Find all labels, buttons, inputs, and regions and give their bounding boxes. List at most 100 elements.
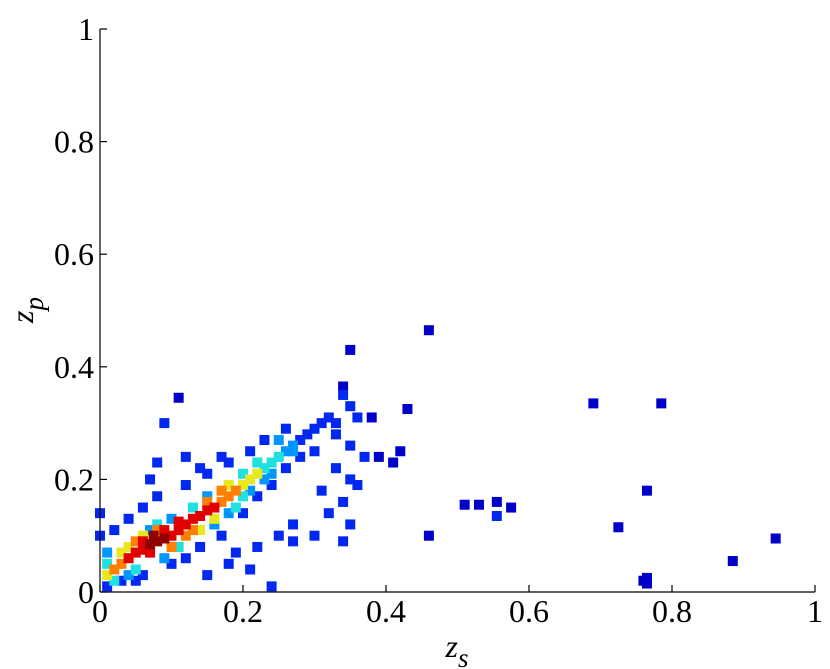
point: [338, 389, 349, 400]
point: [109, 575, 120, 586]
x-tick-label: 0.2: [223, 593, 263, 629]
point: [187, 513, 198, 524]
x-tick-label: 0.8: [652, 593, 692, 629]
point: [266, 457, 277, 468]
point: [252, 457, 263, 468]
x-label-sub: s: [458, 643, 469, 669]
point: [423, 325, 434, 336]
point: [491, 496, 502, 507]
point: [173, 392, 184, 403]
point: [145, 539, 156, 550]
point: [116, 558, 127, 569]
point: [180, 480, 191, 491]
point: [223, 508, 234, 519]
point: [309, 530, 320, 541]
point: [102, 570, 113, 581]
point: [330, 463, 341, 474]
point: [345, 440, 356, 451]
point: [280, 446, 291, 457]
point: [180, 519, 191, 530]
y-tick-label: 0.4: [54, 349, 94, 385]
point: [137, 570, 148, 581]
x-tick-label: 0: [92, 593, 108, 629]
point: [770, 533, 781, 544]
point: [288, 519, 299, 530]
point: [216, 485, 227, 496]
point: [173, 516, 184, 527]
point: [259, 474, 270, 485]
point: [216, 451, 227, 462]
point: [109, 525, 120, 536]
point: [230, 502, 241, 513]
point: [302, 429, 313, 440]
point: [613, 522, 624, 533]
y-tick-label: 0.6: [54, 236, 94, 272]
point: [252, 541, 263, 552]
point: [123, 513, 134, 524]
point: [202, 505, 213, 516]
point: [338, 496, 349, 507]
point: [166, 530, 177, 541]
point: [187, 525, 198, 536]
point: [252, 491, 263, 502]
point: [180, 451, 191, 462]
y-tick-label: 1: [78, 11, 94, 47]
point: [102, 558, 113, 569]
point: [280, 423, 291, 434]
point: [345, 519, 356, 530]
point: [209, 502, 220, 513]
point: [230, 547, 241, 558]
point: [223, 480, 234, 491]
point: [352, 412, 363, 423]
point: [330, 429, 341, 440]
point: [473, 499, 484, 510]
point: [656, 398, 667, 409]
x-axis-label: zs: [445, 628, 469, 669]
point: [238, 491, 248, 502]
point: [173, 525, 184, 536]
y-tick-label: 0.2: [54, 461, 94, 497]
point: [641, 485, 652, 496]
point: [338, 381, 349, 392]
point: [288, 446, 299, 457]
point: [266, 581, 277, 592]
point: [202, 491, 213, 502]
point: [137, 530, 148, 541]
point: [145, 525, 156, 536]
point: [109, 564, 120, 575]
point: [345, 401, 356, 412]
point: [491, 510, 502, 521]
point: [273, 530, 284, 541]
point: [159, 553, 170, 564]
point: [230, 485, 241, 496]
point: [309, 423, 320, 434]
point: [423, 530, 434, 541]
point: [238, 508, 248, 519]
point: [295, 451, 306, 462]
point: [166, 541, 177, 552]
point: [588, 398, 599, 409]
point: [209, 513, 220, 524]
point: [180, 553, 191, 564]
point: [116, 547, 127, 558]
point: [130, 547, 141, 558]
x-tick-label: 0.4: [366, 593, 406, 629]
point: [245, 485, 256, 496]
point: [316, 418, 327, 429]
point: [137, 544, 148, 555]
point: [216, 496, 227, 507]
point: [352, 480, 363, 491]
point: [388, 457, 399, 468]
point: [195, 525, 206, 536]
x-label-base: z: [445, 628, 459, 664]
y-tick-label: 0.8: [54, 124, 94, 160]
point: [366, 412, 377, 423]
point: [195, 510, 206, 521]
point: [187, 502, 198, 513]
point: [295, 434, 306, 445]
y-label-sub: p: [19, 297, 49, 313]
point: [202, 570, 213, 581]
point: [202, 496, 213, 507]
point: [323, 412, 334, 423]
point: [130, 564, 141, 575]
